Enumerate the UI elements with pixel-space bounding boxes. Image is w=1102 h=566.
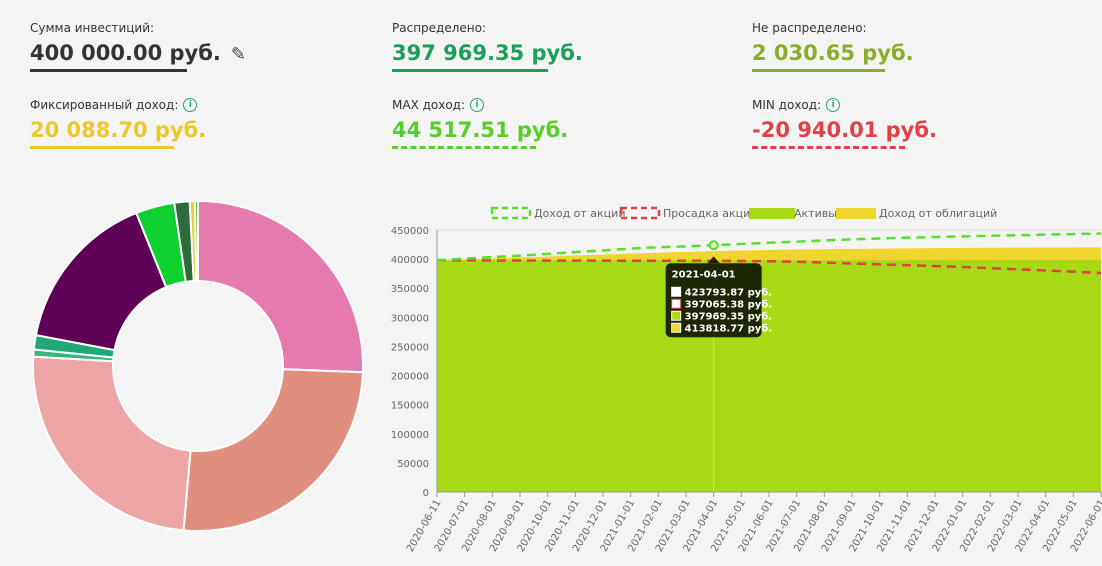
stat-distributed: Распределено: 397 969.35 руб. <box>392 20 583 72</box>
income-line <box>436 232 1102 262</box>
y-tick-label: 300000 <box>391 313 429 324</box>
stat-investment-value: 400 000.00 руб. <box>30 41 221 65</box>
y-tick-label: 50000 <box>397 459 429 470</box>
stat-investment-label: Сумма инвестиций: <box>30 21 155 35</box>
hover-point[interactable] <box>708 240 719 251</box>
tooltip-box <box>665 263 762 338</box>
legend-label[interactable]: Доход от облигаций <box>879 207 997 220</box>
tooltip-item: 397969.35 руб. <box>685 310 772 322</box>
stat-fixed-income-underline <box>30 146 174 149</box>
stat-max-income-label: MAX доход: <box>392 98 466 112</box>
legend-swatch[interactable] <box>619 206 661 220</box>
donut-slice-2[interactable] <box>32 355 192 532</box>
stat-min-income-underline <box>752 146 905 149</box>
y-tick-label: 200000 <box>391 372 429 383</box>
stat-distributed-label: Распределено: <box>392 21 486 35</box>
tooltip-swatch <box>671 286 682 297</box>
legend-label[interactable]: Просадка акций <box>663 207 757 220</box>
donut-slice-1[interactable] <box>182 368 364 532</box>
stat-fixed-income-value: 20 088.70 руб. <box>30 118 207 142</box>
y-tick-label: 150000 <box>391 401 429 412</box>
stat-investment: Сумма инвестиций: 400 000.00 руб. ✎ <box>30 20 246 72</box>
donut-slice-0[interactable] <box>197 199 364 374</box>
donut-chart <box>32 199 364 532</box>
tooltip-swatch <box>671 310 682 321</box>
stat-fixed-income: Фиксированный доход: i 20 088.70 руб. <box>30 97 206 149</box>
tooltip-item: 413818.77 руб. <box>685 322 772 334</box>
y-tick-label: 400000 <box>391 255 429 266</box>
pencil-icon[interactable]: ✎ <box>230 44 246 65</box>
stat-investment-underline <box>30 69 187 72</box>
y-tick-label: 250000 <box>391 342 429 353</box>
y-tick-label: 450000 <box>391 226 429 237</box>
drawdown-line <box>436 259 1102 275</box>
stat-undistributed-underline <box>752 69 885 72</box>
stat-max-income-value: 44 517.51 руб. <box>392 118 569 142</box>
assets-area <box>437 260 1101 492</box>
donut-slice-9[interactable] <box>193 199 199 283</box>
tooltip-item: 397065.38 руб. <box>685 298 772 310</box>
area-chart: Доход от акций Просадка акций Активы Доход … <box>391 206 1102 554</box>
tooltip: 2021-04-01 423793.87 руб.397065.38 руб.39… <box>665 256 772 338</box>
stat-min-income-label: MIN доход: <box>752 98 822 112</box>
stat-fixed-income-label: Фиксированный доход: <box>30 98 179 112</box>
legend-label[interactable]: Активы <box>794 207 837 220</box>
stat-min-income-value: -20 940.01 руб. <box>752 118 937 142</box>
stat-distributed-underline <box>392 69 548 72</box>
stat-undistributed: Не распределено: 2 030.65 руб. <box>752 20 914 72</box>
stat-max-income-underline <box>392 146 536 149</box>
tooltip-swatch <box>671 298 682 309</box>
legend-swatch[interactable] <box>749 208 795 219</box>
y-tick-label: 0 <box>423 488 429 499</box>
legend-swatch[interactable] <box>836 208 876 219</box>
info-icon[interactable]: i <box>183 98 198 112</box>
info-icon[interactable]: i <box>826 98 841 112</box>
y-tick-label: 350000 <box>391 284 429 295</box>
legend-swatch[interactable] <box>490 206 532 220</box>
info-icon[interactable]: i <box>470 98 485 112</box>
legend-label[interactable]: Доход от акций <box>534 207 625 220</box>
stat-undistributed-label: Не распределено: <box>752 21 867 35</box>
tooltip-item: 423793.87 руб. <box>685 286 772 298</box>
tooltip-title: 2021-04-01 <box>672 269 736 280</box>
stat-min-income: MIN доход: i -20 940.01 руб. <box>752 97 937 149</box>
stat-distributed-value: 397 969.35 руб. <box>392 41 583 65</box>
stat-max-income: MAX доход: i 44 517.51 руб. <box>392 97 568 149</box>
y-tick-label: 100000 <box>391 430 429 441</box>
tooltip-swatch <box>671 322 682 333</box>
tooltip-caret <box>707 256 720 264</box>
stat-undistributed-value: 2 030.65 руб. <box>752 41 914 65</box>
